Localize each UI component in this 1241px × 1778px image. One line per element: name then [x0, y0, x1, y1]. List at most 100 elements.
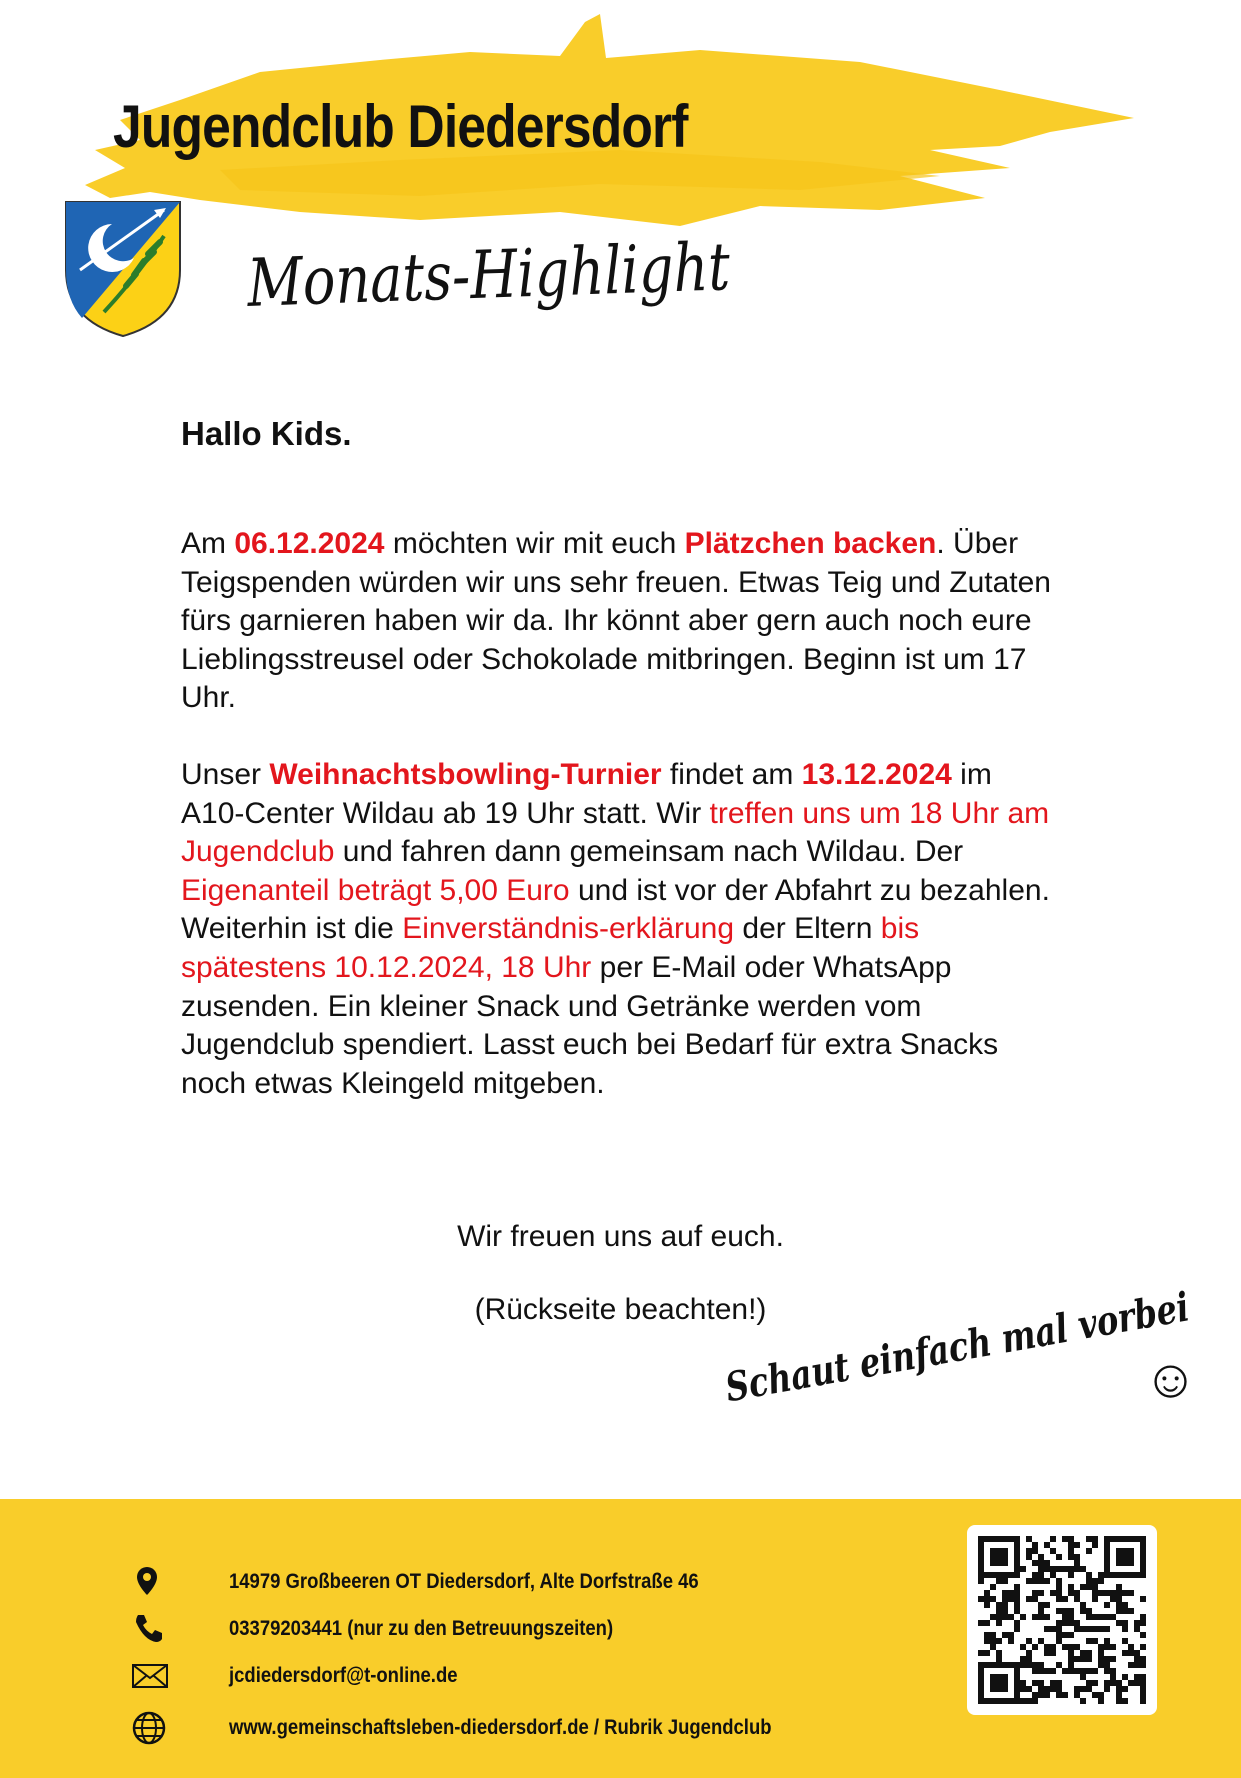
qr-module [1038, 1608, 1044, 1614]
qr-module [996, 1536, 1002, 1542]
qr-module [1068, 1614, 1074, 1620]
qr-module [1086, 1608, 1092, 1614]
qr-module [1044, 1626, 1050, 1632]
qr-module [1026, 1536, 1032, 1542]
qr-module [1068, 1566, 1074, 1572]
qr-module [1092, 1692, 1098, 1698]
qr-module [1098, 1662, 1104, 1668]
paragraph: Unser Weihnachtsbowling-Turnier findet a… [181, 756, 1061, 1103]
contact-icon [132, 1711, 166, 1745]
qr-module [978, 1560, 984, 1566]
qr-module [1026, 1638, 1032, 1644]
qr-module [1002, 1698, 1008, 1704]
qr-module [1110, 1614, 1116, 1620]
qr-module [1116, 1548, 1122, 1554]
qr-module [1140, 1572, 1146, 1578]
qr-module [1038, 1602, 1044, 1608]
qr-module [1122, 1548, 1128, 1554]
qr-module [1110, 1674, 1116, 1680]
contact-text[interactable]: www.gemeinschaftsleben-diedersdorf.de / … [229, 1716, 772, 1739]
contact-text: 14979 Großbeeren OT Diedersdorf, Alte Do… [229, 1570, 699, 1593]
qr-module [1014, 1596, 1020, 1602]
qr-module [1062, 1536, 1068, 1542]
qr-module [1044, 1668, 1050, 1674]
qr-module [984, 1572, 990, 1578]
qr-module [1122, 1554, 1128, 1560]
qr-module [1014, 1674, 1020, 1680]
qr-module [1062, 1644, 1068, 1650]
qr-module [978, 1680, 984, 1686]
qr-module [1080, 1650, 1086, 1656]
qr-module [1038, 1638, 1044, 1644]
qr-module [1050, 1590, 1056, 1596]
qr-module [1140, 1662, 1146, 1668]
qr-module [1092, 1584, 1098, 1590]
qr-module [978, 1668, 984, 1674]
qr-module [1104, 1536, 1110, 1542]
highlight: Weihnachtsbowling-Turnier [269, 757, 662, 791]
qr-module [1008, 1596, 1014, 1602]
qr-module [1002, 1560, 1008, 1566]
text-segment: im A10-Center Wildau ab 19 Uhr statt. Wi… [181, 757, 992, 830]
qr-module [1134, 1620, 1140, 1626]
qr-module [1098, 1656, 1104, 1662]
qr-module [1080, 1674, 1086, 1680]
qr-module [1128, 1536, 1134, 1542]
qr-module [1062, 1668, 1068, 1674]
qr-module [1134, 1572, 1140, 1578]
qr-module [1074, 1554, 1080, 1560]
qr-module [990, 1680, 996, 1686]
qr-module [990, 1560, 996, 1566]
body-text: Am 06.12.2024 möchten wir mit euch Plätz… [181, 525, 1061, 1141]
qr-module [1140, 1542, 1146, 1548]
qr-module [1140, 1620, 1146, 1626]
qr-module [1092, 1638, 1098, 1644]
qr-module [978, 1548, 984, 1554]
qr-module [1140, 1674, 1146, 1680]
qr-module [984, 1698, 990, 1704]
qr-module [984, 1590, 990, 1596]
qr-module [1020, 1614, 1026, 1620]
qr-module [1128, 1548, 1134, 1554]
qr-module [1068, 1668, 1074, 1674]
qr-module [1140, 1554, 1146, 1560]
qr-module [1044, 1614, 1050, 1620]
qr-module [1068, 1584, 1074, 1590]
qr-module [1128, 1590, 1134, 1596]
highlight: Eigenanteil beträgt 5,00 Euro [181, 873, 570, 907]
qr-module [1056, 1578, 1062, 1584]
greeting: Hallo Kids. [181, 415, 352, 452]
qr-module [1098, 1626, 1104, 1632]
qr-module [1056, 1680, 1062, 1686]
qr-module [984, 1632, 990, 1638]
qr-module [1140, 1656, 1146, 1662]
qr-module [990, 1638, 996, 1644]
qr-module [1002, 1536, 1008, 1542]
qr-module [1044, 1566, 1050, 1572]
qr-module [1014, 1584, 1020, 1590]
qr-module [1050, 1536, 1056, 1542]
qr-module [1056, 1626, 1062, 1632]
qr-module [1068, 1650, 1074, 1656]
qr-module [1086, 1656, 1092, 1662]
qr-module [1020, 1698, 1026, 1704]
qr-module [1104, 1668, 1110, 1674]
qr-module [1116, 1536, 1122, 1542]
qr-module [1074, 1596, 1080, 1602]
qr-module [1098, 1698, 1104, 1704]
qr-module [1086, 1668, 1092, 1674]
qr-module [1116, 1554, 1122, 1560]
qr-module [1020, 1644, 1026, 1650]
qr-module [1074, 1620, 1080, 1626]
qr-module [1098, 1590, 1104, 1596]
qr-module [1074, 1644, 1080, 1650]
qr-module [1134, 1650, 1140, 1656]
qr-module [1008, 1638, 1014, 1644]
qr-module [1062, 1620, 1068, 1626]
qr-module [1014, 1560, 1020, 1566]
qr-module [1068, 1620, 1074, 1626]
qr-module [990, 1632, 996, 1638]
qr-module [1122, 1536, 1128, 1542]
qr-module [1002, 1596, 1008, 1602]
qr-module [990, 1698, 996, 1704]
